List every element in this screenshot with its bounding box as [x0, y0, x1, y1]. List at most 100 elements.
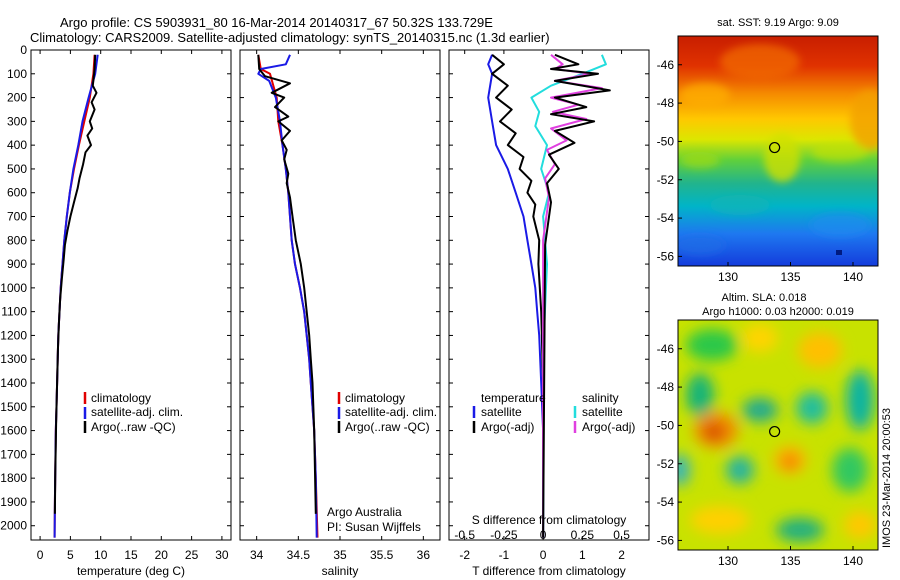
s-diff-tick-label: 0.25 — [571, 528, 595, 542]
depth-tick-label: 0 — [20, 43, 27, 57]
salinity-y-ticks — [240, 49, 440, 527]
legend-label-satellite: satellite-adj. clim. — [345, 405, 437, 419]
sla-map-title1: Altim. SLA: 0.018 — [722, 292, 807, 304]
difference-y-ticks — [449, 49, 649, 527]
x-tick-label: 15 — [124, 548, 138, 562]
x-tick-label: 1 — [579, 548, 586, 562]
salinity-series — [257, 54, 319, 538]
depth-tick-label: 700 — [7, 210, 27, 224]
argo-position-marker — [769, 141, 781, 154]
sla-map-axes: 130 135 140 -46 -48 -50 -52 -54 -56 — [657, 342, 864, 568]
difference-xlabel: T difference from climatology — [472, 564, 626, 578]
salinity-legend: climatology satellite-adj. clim. Argo(..… — [337, 391, 437, 434]
x-tick-label: 36 — [417, 548, 431, 562]
s-diff-tick-label: 0.5 — [613, 528, 630, 542]
map-y-tick-label: -54 — [657, 495, 675, 509]
depth-tick-label: 500 — [7, 162, 27, 176]
map-y-tick-label: -54 — [657, 211, 675, 225]
s-diff-tick-label: -0.5 — [454, 528, 475, 542]
x-tick-label: -2 — [459, 548, 470, 562]
x-tick-label: 34 — [250, 548, 264, 562]
legend-label-sal-satellite: satellite — [582, 405, 623, 419]
depth-tick-label: 1900 — [0, 495, 27, 509]
legend-label-argo: Argo(..raw -QC) — [345, 420, 430, 434]
x-tick-label: 10 — [94, 548, 108, 562]
depth-tick-label: 400 — [7, 138, 27, 152]
sst-map-axes: 130 135 140 -46 -48 -50 -52 -54 -56 — [657, 58, 864, 284]
series-line-argo-raw-qc- — [53, 54, 98, 514]
difference-x-axis: -2 -1 0 1 2 — [459, 50, 625, 562]
legend-label-argo: Argo(..raw -QC) — [91, 420, 176, 434]
x-tick-label: -1 — [499, 548, 510, 562]
depth-tick-label: 1600 — [0, 424, 27, 438]
argo-position-marker — [769, 425, 781, 438]
temperature-series — [53, 54, 99, 538]
legend-label-sal-argo: Argo(-adj) — [582, 420, 635, 434]
depth-tick-label: 1700 — [0, 447, 27, 461]
temperature-panel: 0100200300400500600700800900100011001200… — [0, 43, 232, 578]
depth-axis: 0 100 200 300 400 500 600 700 800 900 1000 1100 1200… — [0, 43, 231, 533]
depth-tick-label: 1300 — [0, 352, 27, 366]
map-y-tick-label: -50 — [657, 134, 675, 148]
s-diff-tick-label: 0 — [540, 528, 547, 542]
depth-tick-label: 1000 — [0, 281, 27, 295]
depth-tick-label: 1800 — [0, 471, 27, 485]
map-y-tick-label: -56 — [657, 533, 675, 547]
map-x-tick-label: 135 — [780, 270, 800, 284]
difference-legend: temperature satellite Argo(-adj) salinit… — [472, 391, 635, 434]
depth-tick-label: 100 — [7, 67, 27, 81]
map-y-tick-label: -56 — [657, 249, 675, 263]
map-y-tick-label: -46 — [657, 342, 675, 356]
x-tick-label: 30 — [215, 548, 229, 562]
temperature-xlabel: temperature (deg C) — [77, 564, 185, 578]
map-x-tick-label: 130 — [718, 554, 738, 568]
depth-tick-label: 600 — [7, 186, 27, 200]
series-line-salinity-argo-adj-black — [542, 53, 611, 538]
s-diff-tick-label: -0.25 — [490, 528, 518, 542]
map-x-tick-label: 140 — [843, 270, 863, 284]
sst-map-panel: sat. SST: 9.19 Argo: 9.09 130 135 140 -46 -4… — [657, 17, 879, 284]
legend-title-salinity: salinity — [582, 391, 619, 405]
x-tick-label: 20 — [155, 548, 169, 562]
legend-label-temp-argo: Argo(-adj) — [481, 420, 534, 434]
depth-tick-label: 2000 — [0, 519, 27, 533]
depth-tick-label: 1500 — [0, 400, 27, 414]
sla-heatmap — [678, 320, 878, 550]
series-line-satellite-adj-clim- — [257, 54, 318, 538]
map-y-tick-label: -48 — [657, 96, 675, 110]
map-x-tick-label: 130 — [718, 270, 738, 284]
map-y-tick-label: -52 — [657, 457, 675, 471]
x-tick-label: 0 — [37, 548, 44, 562]
x-tick-label: 34.5 — [287, 548, 311, 562]
legend-label-climatology: climatology — [345, 391, 405, 405]
x-tick-label: 2 — [618, 548, 625, 562]
salinity-panel: 34 34.5 35 35.5 36 salinity climatology sate… — [239, 49, 441, 578]
depth-tick-label: 1400 — [0, 376, 27, 390]
x-tick-label: 5 — [67, 548, 74, 562]
map-y-tick-label: -46 — [657, 58, 675, 72]
sst-map-frame — [677, 35, 879, 267]
x-tick-label: 35.5 — [370, 548, 394, 562]
annotation-argo-australia: Argo Australia — [327, 505, 402, 519]
depth-tick-label: 800 — [7, 233, 27, 247]
salinity-plot-frame — [239, 49, 441, 541]
map-y-tick-label: -52 — [657, 173, 675, 187]
x-tick-label: 35 — [333, 548, 347, 562]
depth-tick-label: 1200 — [0, 328, 27, 342]
legend-title-temperature: temperature — [481, 391, 546, 405]
annotation-pi: PI: Susan Wijffels — [327, 520, 421, 534]
difference-top-xlabel: S difference from climatology — [472, 513, 627, 527]
x-tick-label: 25 — [185, 548, 199, 562]
salinity-x-axis: 34 34.5 35 35.5 36 — [250, 50, 430, 562]
salinity-difference-ticklabels: -0.5 -0.25 0 0.25 0.5 — [454, 528, 630, 542]
difference-plot-frame — [448, 49, 650, 541]
depth-tick-label: 1100 — [1, 305, 27, 319]
map-x-tick-label: 140 — [843, 554, 863, 568]
series-line-argo-raw-qc- — [257, 54, 317, 514]
temperature-x-axis: 0 5 10 15 20 25 30 — [37, 50, 229, 562]
legend-label-climatology: climatology — [91, 391, 151, 405]
temperature-legend: climatology satellite-adj. clim. Argo(..… — [83, 391, 183, 434]
temperature-plot-frame — [30, 49, 232, 541]
difference-series — [487, 53, 611, 538]
header-line2: Climatology: CARS2009. Satellite-adjuste… — [30, 30, 550, 45]
